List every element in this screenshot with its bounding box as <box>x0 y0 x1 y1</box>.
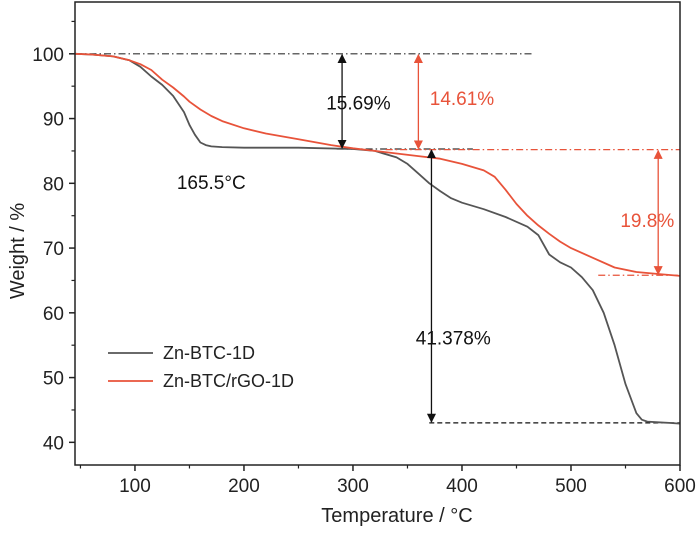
annotations: 15.69% 14.61% 19.8% 41.378% 165.5°C <box>177 53 674 423</box>
x-tick-label-500: 500 <box>555 476 587 497</box>
x-tick-label-100: 100 <box>119 476 151 497</box>
series-line-zn-btc-1d <box>74 52 681 425</box>
x-tick-label-400: 400 <box>446 476 478 497</box>
series-line-zn-btc-rgo-1d <box>74 52 681 277</box>
legend-label-0: Zn-BTC-1D <box>163 343 255 363</box>
x-tick-label-200: 200 <box>228 476 260 497</box>
data-series <box>74 52 681 425</box>
y-tick-label-40: 40 <box>43 433 64 454</box>
y-tick-label-90: 90 <box>43 110 64 131</box>
y-tick-label-80: 80 <box>43 174 64 195</box>
axes: 100 200 300 400 500 600 40 50 60 70 80 90 100 <box>32 1 696 497</box>
annotation-label-2: 19.8% <box>620 211 674 232</box>
legend-label-1: Zn-BTC/rGO-1D <box>163 371 294 391</box>
legend: Zn-BTC-1D Zn-BTC/rGO-1D <box>108 343 294 391</box>
annotation-label-0: 15.69% <box>326 93 391 114</box>
y-tick-label-50: 50 <box>43 369 64 390</box>
x-tick-label-300: 300 <box>337 476 369 497</box>
y-tick-label-70: 70 <box>43 239 64 260</box>
plot-frame <box>74 1 681 466</box>
y-axis-title: Weight / % <box>7 203 29 300</box>
x-tick-label-600: 600 <box>664 476 696 497</box>
y-tick-label-100: 100 <box>32 45 64 66</box>
annotation-label-1: 14.61% <box>430 89 495 110</box>
y-tick-label-60: 60 <box>43 304 64 325</box>
x-axis-title: Temperature / °C <box>321 505 472 527</box>
annotation-label-4: 165.5°C <box>177 173 246 194</box>
annotation-label-3: 41.378% <box>416 328 491 349</box>
